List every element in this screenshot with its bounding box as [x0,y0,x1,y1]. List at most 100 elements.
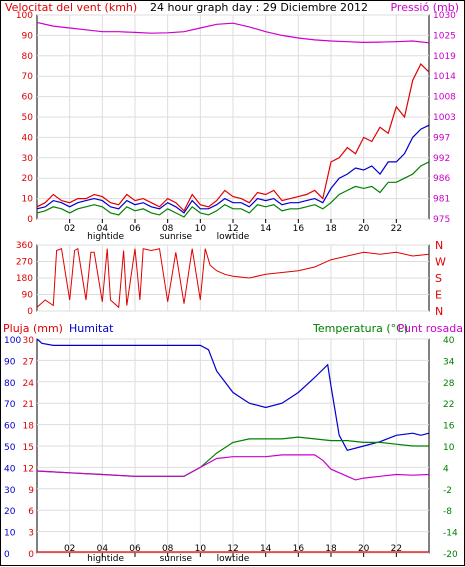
y-tick-label-right: 1025 [433,31,456,41]
y-tick-label-humidity: 60 [4,422,16,432]
y-tick-label-right: 1003 [433,113,456,123]
x-tick-label: 16 [293,544,305,554]
x-tick-label: 12 [227,224,238,234]
y-tick-label-rain: 27 [23,357,34,367]
ylabel-left: Velocitat del vent (kmh) [5,1,137,14]
x-sublabel: sunrise [160,554,193,564]
y-tick-label-rain: 3 [28,529,34,539]
ylabel-dew: Punt rosada [398,322,463,335]
y-tick-label-right: W [435,256,446,269]
y-tick-label-right: S [435,272,442,285]
x-tick-label: 14 [260,544,272,554]
y-tick-label-right: 986 [433,174,450,184]
y-tick-label-humidity: 80 [4,379,16,389]
y-tick-label-left: 80 [22,52,34,62]
y-tick-label-humidity: 100 [4,336,21,346]
y-tick-label-left: 10 [22,195,34,205]
y-tick-label-left: 50 [22,113,34,123]
y-tick-label-left: 0 [27,215,33,225]
x-sublabel: lowtide [217,232,250,242]
y-tick-label-right: 992 [433,154,450,164]
ylabel-right: Pressió (mb) [390,1,459,14]
y-tick-label-right: 997 [433,133,450,143]
y-tick-label-temp: 4 [443,464,449,474]
x-tick-label: 08 [162,544,174,554]
series-line-2 [36,161,430,218]
y-tick-label-right: 1019 [433,52,456,62]
x-tick-label: 10 [195,224,207,234]
y-tick-label-temp: 28 [443,379,455,389]
y-tick-label-left: 70 [22,72,34,82]
series-line-punt-rosada [36,454,430,481]
x-tick-label: 20 [358,224,370,234]
y-tick-label-humidity: 70 [4,400,16,410]
y-tick-label-temp: 16 [443,422,455,432]
x-tick-label: 18 [325,544,337,554]
x-tick-label: 12 [227,544,238,554]
y-tick-label-rain: 15 [23,443,34,453]
y-tick-label-left: 90 [22,291,34,301]
x-tick-label: 22 [391,224,402,234]
y-tick-label-rain: 0 [28,550,34,560]
x-tick-label: 16 [293,224,305,234]
y-tick-label-right: E [435,289,442,302]
series-line-direction [36,247,430,309]
y-tick-label-rain: 6 [28,507,34,517]
y-tick-label-rain: 9 [28,486,34,496]
y-tick-label-left: 180 [16,274,33,284]
y-tick-label-humidity: 10 [4,529,16,539]
y-tick-label-right: N [435,305,443,318]
y-tick-label-rain: 30 [23,336,35,346]
y-tick-label-temp: -8 [443,507,452,517]
y-tick-label-temp: -2 [443,486,452,496]
y-tick-label-right: N [435,239,443,252]
x-tick-label: 06 [129,224,141,234]
ylabel-rain: Pluja (mm) [3,322,63,335]
y-tick-label-left: 100 [16,11,33,21]
x-tick-label: 02 [64,224,75,234]
y-tick-label-rain: 18 [23,422,35,432]
x-tick-label: 08 [162,224,174,234]
y-tick-label-humidity: 20 [4,507,16,517]
y-tick-label-rain: 12 [23,464,34,474]
y-tick-label-left: 20 [22,174,34,184]
chart-title: 24 hour graph day : 29 Diciembre 2012 [150,1,368,14]
x-tick-label: 04 [97,544,109,554]
y-tick-label-left: 0 [27,307,33,317]
x-tick-label: 06 [129,544,141,554]
y-tick-label-temp: -14 [443,529,458,539]
x-tick-label: 10 [195,544,207,554]
ylabel-temp: Temperatura (°C) [312,322,408,335]
series-line-1 [36,124,430,214]
y-tick-label-temp: 40 [443,336,455,346]
x-sublabel: hightide [87,554,124,564]
y-tick-label-temp: 10 [443,443,455,453]
x-tick-label: 14 [260,224,272,234]
y-tick-label-rain: 21 [23,400,34,410]
y-tick-label-left: 60 [22,93,34,103]
y-tick-label-humidity: 30 [4,486,16,496]
y-tick-label-humidity: 90 [4,357,16,367]
y-tick-label-left: 270 [16,258,33,268]
x-tick-label: 04 [97,224,109,234]
y-tick-label-left: 360 [16,241,33,251]
x-tick-label: 02 [64,544,75,554]
y-tick-label-humidity: 0 [4,550,10,560]
x-sublabel: hightide [87,232,124,242]
series-line-3 [36,21,430,44]
y-tick-label-temp: 22 [443,400,454,410]
x-tick-label: 20 [358,544,370,554]
y-tick-label-rain: 24 [23,379,35,389]
y-tick-label-right: 1008 [433,93,456,103]
y-tick-label-right: 1030 [433,11,456,21]
y-tick-label-left: 40 [22,133,34,143]
y-tick-label-left: 90 [22,31,34,41]
x-tick-label: 18 [325,224,337,234]
ylabel-humidity: Humitat [69,322,114,335]
x-sublabel: lowtide [217,554,250,564]
x-sublabel: sunrise [160,232,193,242]
y-tick-label-humidity: 50 [4,443,16,453]
series-line-0 [36,62,430,212]
